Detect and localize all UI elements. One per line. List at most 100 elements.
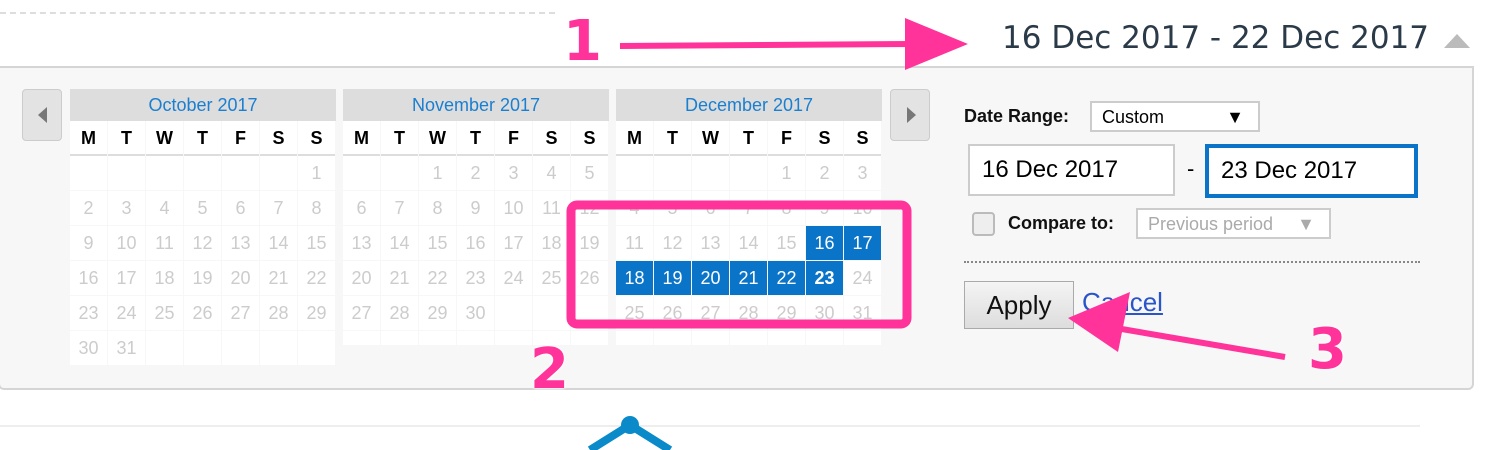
day-cell[interactable]: 1 (419, 156, 456, 190)
day-cell[interactable]: 15 (298, 226, 335, 260)
day-cell[interactable]: 4 (533, 156, 570, 190)
day-cell[interactable]: 9 (70, 226, 107, 260)
day-cell[interactable]: 2 (457, 156, 494, 190)
day-cell[interactable]: 16 (70, 261, 107, 295)
day-cell[interactable]: 9 (457, 191, 494, 225)
day-cell[interactable]: 5 (571, 156, 608, 190)
day-cell[interactable]: 13 (343, 226, 380, 260)
day-cell[interactable]: 24 (495, 261, 532, 295)
day-cell[interactable]: 5 (184, 191, 221, 225)
caret-up-icon[interactable] (1444, 34, 1470, 48)
day-cell[interactable]: 19 (571, 226, 608, 260)
day-cell[interactable]: 21 (260, 261, 297, 295)
day-cell[interactable]: 16 (457, 226, 494, 260)
day-cell[interactable]: 22 (298, 261, 335, 295)
day-cell[interactable]: 18 (146, 261, 183, 295)
day-cell[interactable]: 15 (419, 226, 456, 260)
day-cell[interactable]: 25 (146, 296, 183, 330)
day-cell[interactable]: 23 (457, 261, 494, 295)
day-cell[interactable]: 28 (381, 296, 418, 330)
day-cell[interactable]: 19 (184, 261, 221, 295)
day-cell[interactable]: 22 (419, 261, 456, 295)
day-cell[interactable]: 2 (70, 191, 107, 225)
day-cell[interactable]: 25 (533, 261, 570, 295)
day-cell[interactable]: 12 (654, 226, 691, 260)
day-cell[interactable]: 20 (692, 261, 729, 295)
weekday-header: T (654, 121, 691, 156)
day-cell[interactable]: 23 (70, 296, 107, 330)
weekday-header: S (571, 121, 608, 156)
day-cell[interactable]: 6 (222, 191, 259, 225)
day-cell[interactable]: 10 (108, 226, 145, 260)
weekday-header: W (146, 121, 183, 156)
day-cell[interactable]: 14 (730, 226, 767, 260)
day-cell[interactable]: 17 (108, 261, 145, 295)
day-cell[interactable]: 19 (654, 261, 691, 295)
empty-cell (533, 296, 570, 330)
day-cell[interactable]: 14 (260, 226, 297, 260)
day-cell[interactable]: 1 (298, 156, 335, 190)
day-cell[interactable]: 18 (616, 261, 653, 295)
day-cell[interactable]: 3 (108, 191, 145, 225)
day-cell[interactable]: 30 (70, 331, 107, 365)
prev-month-button[interactable] (22, 89, 62, 141)
apply-button[interactable]: Apply (964, 281, 1074, 329)
day-cell[interactable]: 30 (457, 296, 494, 330)
divider (0, 425, 1420, 427)
day-cell[interactable]: 11 (533, 191, 570, 225)
day-cell[interactable]: 27 (343, 296, 380, 330)
day-cell[interactable]: 26 (184, 296, 221, 330)
compare-select[interactable]: Previous period ▼ (1136, 208, 1331, 239)
day-cell[interactable]: 17 (844, 226, 881, 260)
day-cell[interactable]: 11 (616, 226, 653, 260)
day-cell[interactable]: 12 (184, 226, 221, 260)
day-cell[interactable]: 1 (768, 156, 805, 190)
compare-value: Previous period (1148, 214, 1274, 234)
weekday-header: F (768, 121, 805, 156)
next-month-button[interactable] (890, 89, 930, 141)
day-cell[interactable]: 22 (768, 261, 805, 295)
day-cell[interactable]: 31 (108, 331, 145, 365)
day-cell[interactable]: 14 (381, 226, 418, 260)
day-cell[interactable]: 8 (298, 191, 335, 225)
day-cell[interactable]: 21 (730, 261, 767, 295)
day-cell[interactable]: 17 (495, 226, 532, 260)
day-cell[interactable]: 16 (806, 226, 843, 260)
day-cell[interactable]: 28 (260, 296, 297, 330)
day-cell[interactable]: 29 (298, 296, 335, 330)
day-cell[interactable]: 24 (844, 261, 881, 295)
day-cell[interactable]: 20 (343, 261, 380, 295)
month-calendar: November 2017 M T W T F S S 1 2 3 4 5 6 7 8 9 10 11 12 13 14 1… (343, 89, 609, 346)
compare-checkbox[interactable] (972, 212, 995, 236)
day-cell[interactable]: 21 (381, 261, 418, 295)
day-cell[interactable]: 7 (381, 191, 418, 225)
day-cell[interactable]: 29 (419, 296, 456, 330)
day-cell[interactable]: 11 (146, 226, 183, 260)
date-range-select[interactable]: Custom ▼ (1090, 101, 1260, 132)
day-cell[interactable]: 2 (806, 156, 843, 190)
day-cell[interactable]: 26 (571, 261, 608, 295)
day-cell[interactable]: 3 (495, 156, 532, 190)
day-cell[interactable]: 6 (343, 191, 380, 225)
day-cell[interactable]: 3 (844, 156, 881, 190)
day-cell[interactable]: 8 (419, 191, 456, 225)
day-cell[interactable]: 10 (495, 191, 532, 225)
day-cell[interactable]: 7 (260, 191, 297, 225)
day-cell[interactable]: 13 (692, 226, 729, 260)
chart-marker-icon (587, 416, 673, 450)
day-cell[interactable]: 15 (768, 226, 805, 260)
day-cell[interactable]: 13 (222, 226, 259, 260)
weekday-header: S (844, 121, 881, 156)
day-cell[interactable]: 23 (806, 261, 843, 295)
start-date-input[interactable]: 16 Dec 2017 (968, 144, 1175, 196)
day-cell[interactable]: 4 (146, 191, 183, 225)
empty-cell (495, 296, 532, 330)
chevron-left-icon (38, 107, 47, 123)
day-cell[interactable]: 18 (533, 226, 570, 260)
day-cell[interactable]: 27 (222, 296, 259, 330)
date-range-toggle[interactable]: 16 Dec 2017 - 22 Dec 2017 (1002, 20, 1429, 56)
day-cell[interactable]: 20 (222, 261, 259, 295)
day-cell[interactable]: 24 (108, 296, 145, 330)
end-date-input[interactable]: 23 Dec 2017 (1205, 144, 1418, 198)
